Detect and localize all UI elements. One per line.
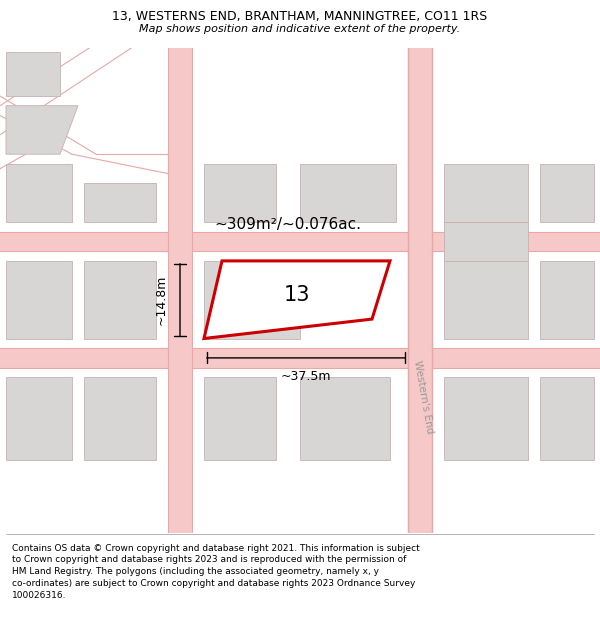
Text: 13: 13 (284, 285, 310, 305)
Text: 13, WESTERNS END, BRANTHAM, MANNINGTREE, CO11 1RS: 13, WESTERNS END, BRANTHAM, MANNINGTREE,… (112, 11, 488, 24)
Polygon shape (444, 164, 528, 222)
Polygon shape (300, 378, 390, 460)
Polygon shape (6, 378, 72, 460)
Polygon shape (540, 261, 594, 339)
Polygon shape (300, 164, 396, 222)
Polygon shape (84, 378, 156, 460)
Polygon shape (168, 48, 192, 532)
Polygon shape (0, 232, 600, 251)
Polygon shape (84, 183, 156, 222)
Polygon shape (6, 261, 72, 339)
Polygon shape (408, 48, 432, 532)
Polygon shape (204, 261, 390, 339)
Text: ~309m²/~0.076ac.: ~309m²/~0.076ac. (215, 217, 361, 232)
Polygon shape (204, 164, 276, 222)
Polygon shape (84, 261, 156, 339)
Polygon shape (204, 261, 300, 339)
Text: Western's End: Western's End (412, 359, 434, 434)
Polygon shape (540, 378, 594, 460)
Polygon shape (444, 222, 528, 261)
Polygon shape (6, 106, 78, 154)
Polygon shape (540, 164, 594, 222)
Text: ~37.5m: ~37.5m (281, 370, 331, 383)
Polygon shape (444, 261, 528, 339)
Polygon shape (0, 348, 600, 368)
Polygon shape (6, 52, 60, 96)
Text: Contains OS data © Crown copyright and database right 2021. This information is : Contains OS data © Crown copyright and d… (12, 544, 420, 600)
Polygon shape (444, 378, 528, 460)
Polygon shape (204, 378, 276, 460)
Polygon shape (6, 164, 72, 222)
Text: Map shows position and indicative extent of the property.: Map shows position and indicative extent… (139, 24, 461, 34)
Text: ~14.8m: ~14.8m (155, 274, 168, 325)
